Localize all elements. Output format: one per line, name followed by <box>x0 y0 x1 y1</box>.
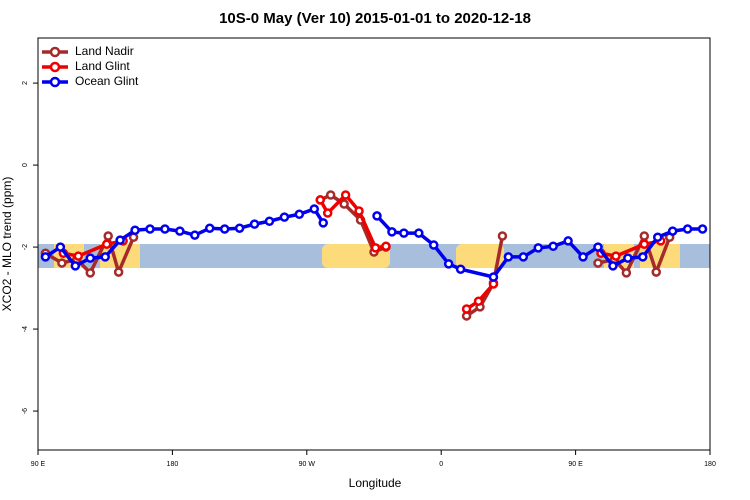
legend-marker <box>49 61 61 73</box>
data-point <box>488 272 499 282</box>
data-point <box>318 218 328 228</box>
legend-marker <box>49 76 61 88</box>
data-point <box>381 241 391 252</box>
plot-frame <box>37 37 711 451</box>
data-point <box>639 239 650 249</box>
x-tick-label: 180 <box>167 461 179 468</box>
series <box>40 204 708 282</box>
data-point <box>175 226 185 236</box>
series-line <box>465 235 505 318</box>
data-point <box>428 240 439 250</box>
data-point <box>145 224 155 234</box>
y-tick-label: -4 <box>22 326 29 332</box>
data-point <box>697 224 708 234</box>
data-point <box>85 253 96 263</box>
x-tick-label: 90 W <box>299 461 316 468</box>
data-point <box>608 261 618 271</box>
land <box>456 244 504 268</box>
data-point <box>190 230 200 240</box>
data-point <box>340 190 351 200</box>
data-point <box>279 212 290 222</box>
data-point <box>623 253 633 263</box>
data-point <box>473 296 484 306</box>
data-point <box>101 239 112 249</box>
y-tick-label: -2 <box>22 244 29 250</box>
y-tick-label: 0 <box>22 163 29 167</box>
data-point <box>249 219 260 229</box>
data-point <box>503 252 514 262</box>
data-point <box>611 251 621 261</box>
data-point <box>294 209 305 220</box>
data-point <box>322 208 333 218</box>
data-point <box>103 231 113 241</box>
data-point <box>370 243 381 253</box>
data-point <box>578 252 588 262</box>
data-point <box>548 241 558 252</box>
data-point <box>399 228 409 238</box>
x-tick-label: 0 <box>439 461 443 468</box>
data-point <box>621 268 632 278</box>
data-point <box>682 224 693 234</box>
data-point <box>563 236 573 246</box>
data-point <box>461 304 472 314</box>
data-point <box>315 195 325 205</box>
legend-label: Ocean Glint <box>75 74 139 88</box>
y-tick-label: -6 <box>22 408 29 414</box>
data-point <box>497 231 508 241</box>
series-line <box>375 214 703 279</box>
data-point <box>354 206 364 216</box>
series-line <box>63 239 124 258</box>
data-point <box>55 242 66 252</box>
x-tick-label: 90 E <box>31 461 46 468</box>
x-tick-label: 180 <box>704 461 716 468</box>
data-point <box>100 252 110 262</box>
data-point <box>234 223 245 233</box>
data-point <box>264 216 275 226</box>
data-point <box>518 252 529 262</box>
data-point <box>325 190 336 200</box>
legend-label: Land Glint <box>75 59 130 73</box>
data-point <box>652 232 663 242</box>
data-point <box>533 243 544 253</box>
data-point <box>372 211 382 221</box>
y-tick-label: 2 <box>22 81 29 85</box>
data-point <box>455 264 466 274</box>
data-point <box>638 252 648 262</box>
data-point <box>667 226 678 236</box>
data-point <box>204 223 215 233</box>
y-axis-label: XCO2 - MLO trend (ppm) <box>0 177 14 312</box>
data-point <box>40 252 51 262</box>
data-point <box>651 267 661 277</box>
chart-title: 10S-0 May (Ver 10) 2015-01-01 to 2020-12… <box>219 10 531 27</box>
data-point <box>160 224 170 234</box>
data-point <box>387 227 397 237</box>
legend-marker <box>49 46 61 58</box>
data-point <box>113 267 124 277</box>
x-axis-label: Longitude <box>349 476 402 490</box>
data-point <box>57 258 67 268</box>
data-point <box>73 251 84 261</box>
data-point <box>219 224 230 234</box>
data-point <box>593 242 603 252</box>
data-point <box>70 261 81 271</box>
data-point <box>339 199 349 209</box>
data-point <box>309 204 320 214</box>
data-point <box>85 268 96 278</box>
data-point <box>639 231 650 241</box>
data-point <box>443 259 454 269</box>
x-tick-label: 90 E <box>568 461 583 468</box>
legend-label: Land Nadir <box>75 44 134 58</box>
data-point <box>593 258 603 268</box>
data-point <box>130 225 140 236</box>
data-point <box>115 235 125 245</box>
data-point <box>414 228 424 238</box>
